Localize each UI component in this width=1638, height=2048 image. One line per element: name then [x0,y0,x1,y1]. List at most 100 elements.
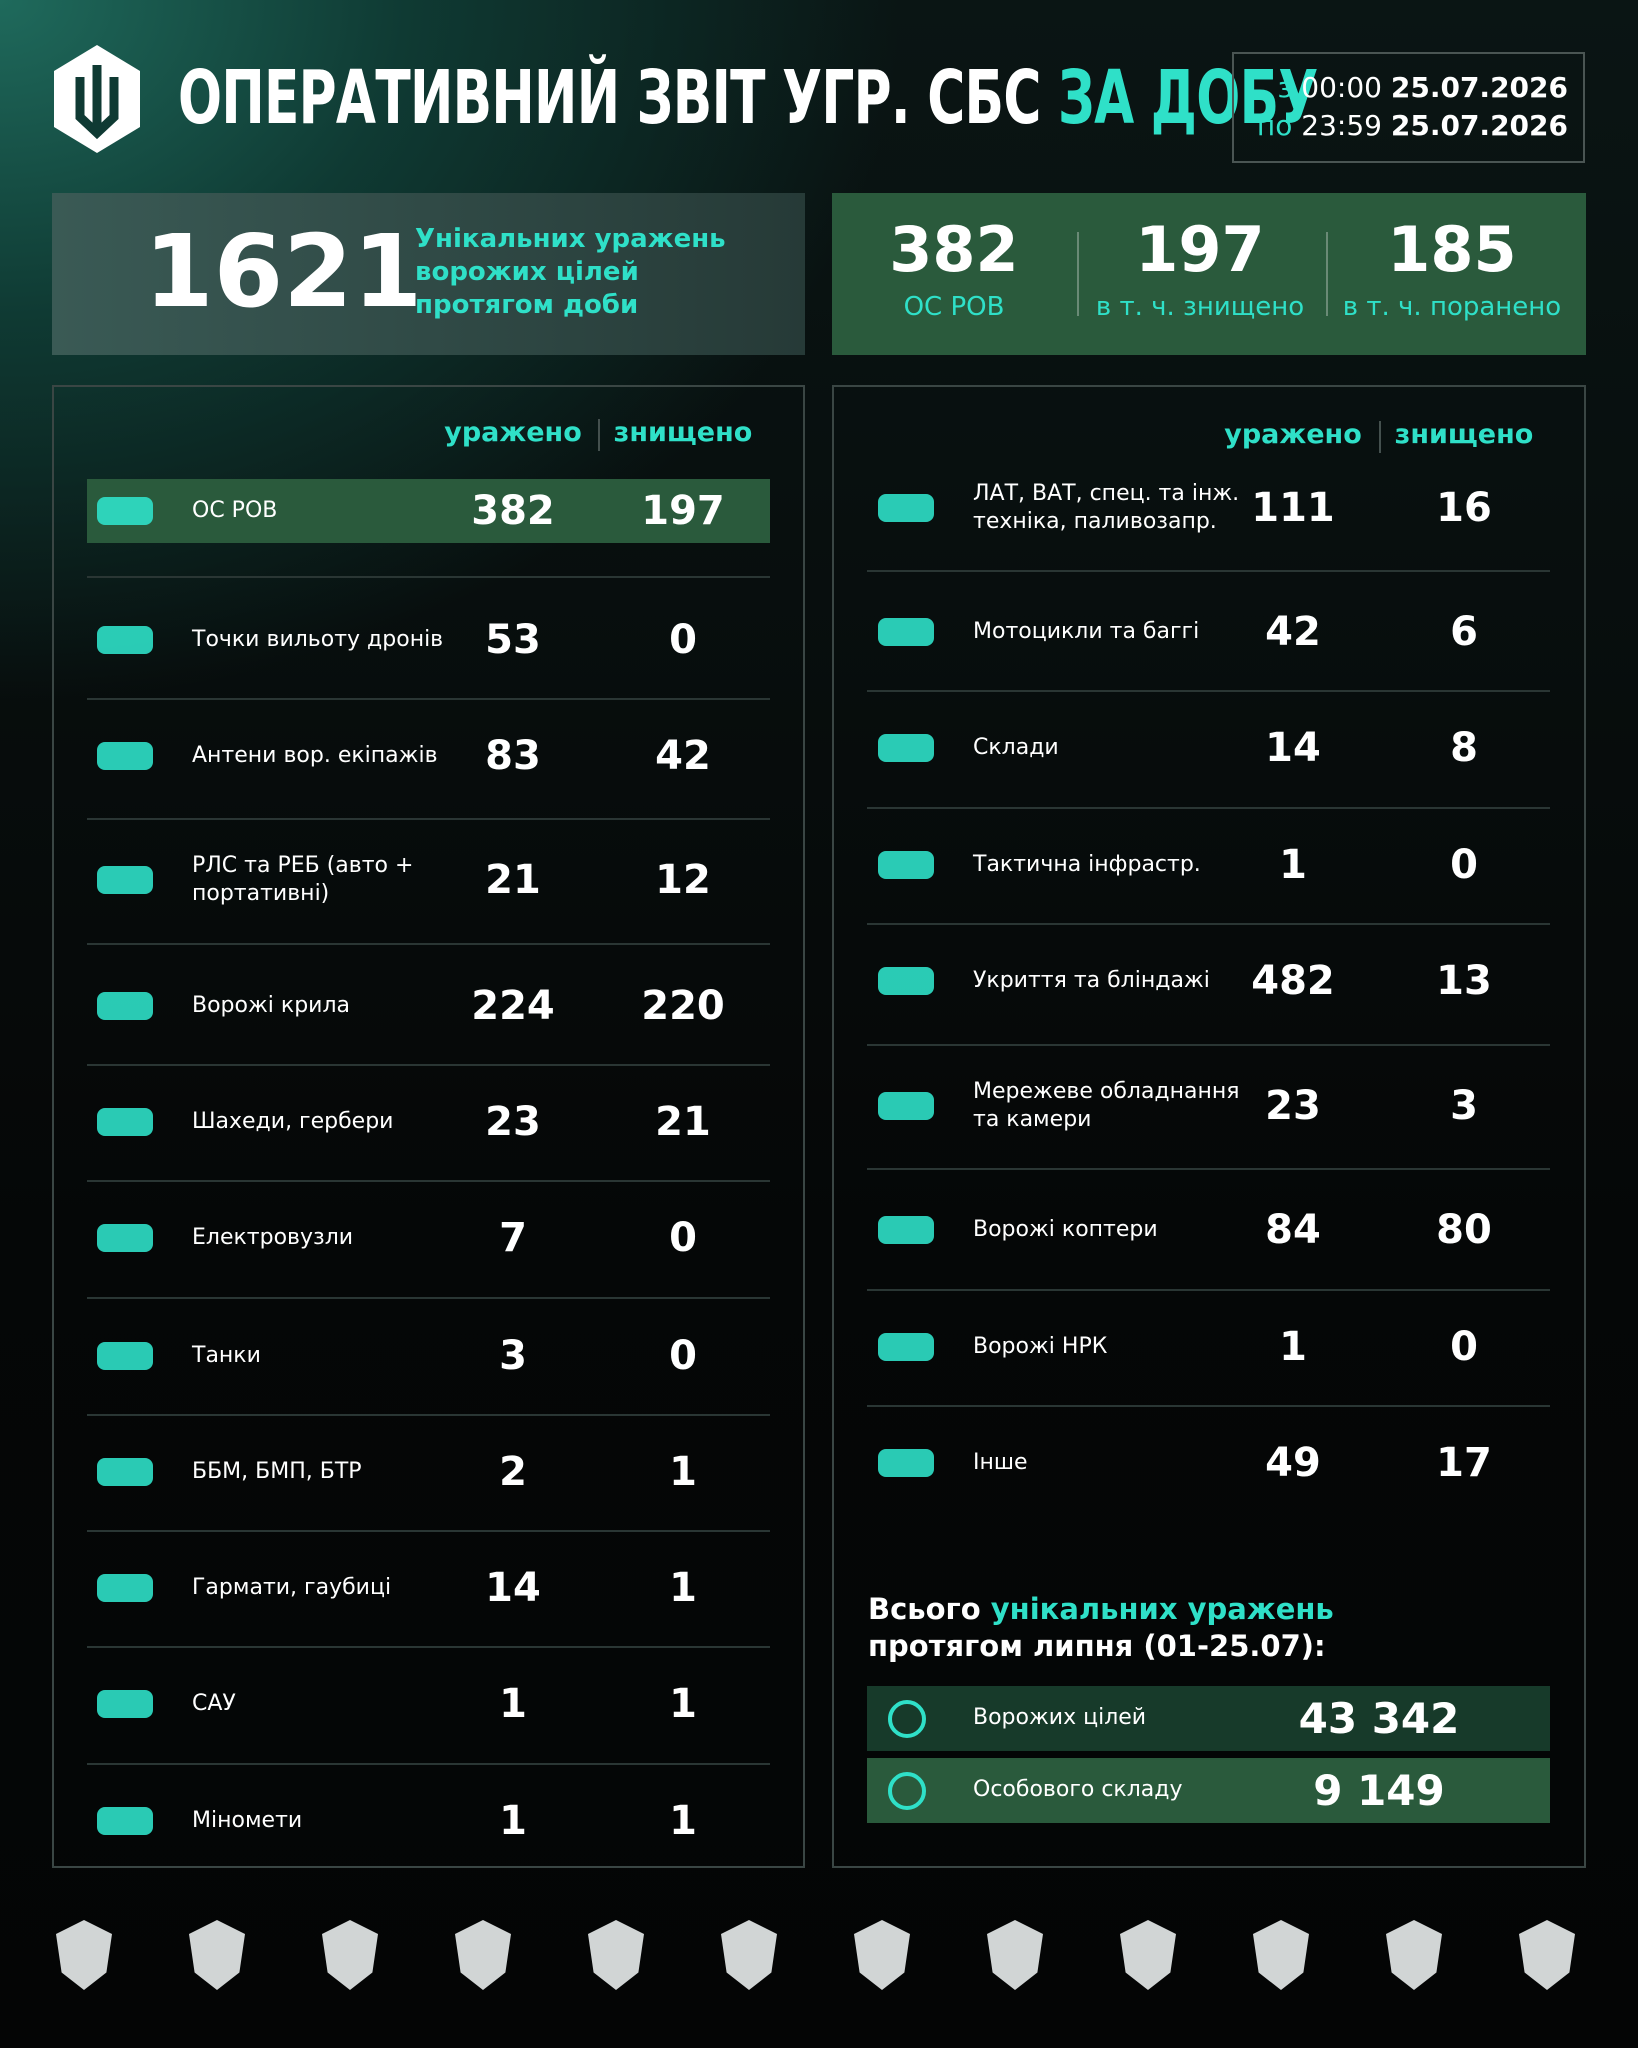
hit-value: 224 [471,983,555,1029]
stat-label: в т. ч. знищено [1095,292,1305,322]
row-icon [97,626,153,654]
row-label: Інше [973,1450,1028,1475]
row-icon [97,866,153,894]
emblem [322,1920,378,1990]
row-icon [97,497,153,525]
destroyed-value: 13 [1436,958,1492,1004]
row-label: ОС РОВ [192,498,278,523]
title-highlight: ЗА ДОБУ [1057,55,1318,141]
row-icon [97,1807,153,1835]
period-date: 25.07.2026 [1390,109,1568,142]
hit-value: 83 [485,733,541,779]
row-icon [878,1333,934,1361]
hit-value: 1 [1279,1324,1307,1370]
header-divider [598,419,600,451]
emblem [987,1920,1043,1990]
hit-value: 482 [1251,958,1335,1004]
column-header: знищено [613,417,753,448]
destroyed-value: 1 [669,1798,697,1844]
stat-divider [1326,232,1328,316]
destroyed-value: 42 [655,733,711,779]
total-bar [867,1686,1550,1751]
row-separator [87,1646,770,1648]
hit-value: 14 [485,1565,541,1611]
title-text: ОПЕРАТИВНИЙ ЗВІТ УГР. СБС [178,55,1041,141]
row-separator [87,698,770,700]
period-line: по 23:59 25.07.2026 [1257,108,1568,144]
row-label: Мережеве обладнання [973,1079,1240,1104]
stat-divider [1077,232,1079,316]
hit-value: 3 [499,1333,527,1379]
title: ОПЕРАТИВНИЙ ЗВІТ УГР. СБС ЗА ДОБУ [178,56,1318,140]
stats-box [832,193,1586,355]
stat-value: 382 [889,213,1019,286]
row-label: Тактична інфрастр. [973,852,1201,877]
row-icon [97,1690,153,1718]
destroyed-value: 17 [1436,1440,1492,1486]
row-icon [878,494,934,522]
column-header: уражено [444,417,582,448]
destroyed-value: 6 [1450,609,1478,655]
row-label: РЛС та РЕБ (авто + [192,853,414,878]
heading-highlight: унікальних уражень [990,1592,1334,1626]
row-separator [87,1762,770,1765]
destroyed-value: 1 [669,1681,697,1727]
emblem [56,1920,112,1990]
destroyed-value: 220 [641,983,725,1029]
month-heading: Всього унікальних уражень [868,1591,1334,1627]
row-separator [87,943,770,945]
emblem [1120,1920,1176,1990]
column-header: знищено [1394,419,1534,450]
period-box [1232,52,1585,163]
row-icon [97,742,153,770]
hit-value: 42 [1265,609,1321,655]
total-icon [888,1700,926,1738]
row-label: ББМ, БМП, БТР [192,1459,362,1484]
destroyed-value: 1 [669,1565,697,1611]
period-date: 25.07.2026 [1390,71,1568,104]
row-label: Ворожі коптери [973,1217,1158,1242]
right-panel [832,385,1586,1868]
row-icon [878,967,934,995]
column-header: уражено [1224,419,1362,450]
row-icon [878,734,934,762]
row-label: Електровузли [192,1225,354,1250]
row-separator [867,1043,1550,1046]
row-label: Склади [973,735,1059,760]
row-icon [878,1449,934,1477]
period-prefix: по [1256,109,1293,142]
destroyed-value: 80 [1436,1207,1492,1253]
stat-label: в т. ч. поранено [1342,292,1562,322]
hit-value: 21 [485,857,541,903]
row-icon [97,1224,153,1252]
hit-value: 49 [1265,1440,1321,1486]
total-value: 43 342 [1298,1694,1460,1743]
row-label: Мотоцикли та баггі [973,619,1200,644]
hit-value: 1 [1279,842,1307,888]
summary-label: ворожих цілей [415,257,639,287]
hit-value: 111 [1251,485,1335,531]
hit-value: 1 [499,1798,527,1844]
row-icon [97,1108,153,1136]
destroyed-value: 3 [1450,1083,1478,1129]
destroyed-value: 21 [655,1099,711,1145]
destroyed-value: 197 [641,488,725,534]
period-time: 00:00 [1301,71,1382,104]
emblem [1519,1920,1575,1990]
destroyed-value: 16 [1436,485,1492,531]
destroyed-value: 0 [1450,842,1478,888]
row-separator [867,690,1550,692]
stat-value: 185 [1387,213,1517,286]
row-label: Гармати, гаубиці [192,1575,392,1600]
row-icon [97,1574,153,1602]
row-separator [867,570,1550,572]
emblem [1386,1920,1442,1990]
row-separator [867,923,1550,925]
destroyed-value: 1 [669,1449,697,1495]
row-label: та камери [973,1107,1092,1132]
row-separator [867,1168,1550,1170]
row-highlight [87,479,770,543]
row-icon [97,992,153,1020]
row-label: Антени вор. екіпажів [192,743,438,768]
total-label: Ворожих цілей [973,1705,1147,1730]
